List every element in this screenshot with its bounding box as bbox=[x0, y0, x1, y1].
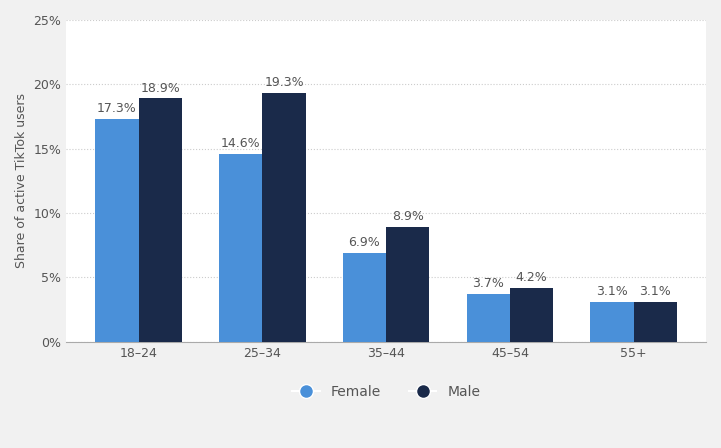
Y-axis label: Share of active TikTok users: Share of active TikTok users bbox=[15, 93, 28, 268]
Bar bbox=[510, 288, 553, 342]
Text: 8.9%: 8.9% bbox=[392, 210, 424, 223]
Text: 17.3%: 17.3% bbox=[97, 102, 137, 115]
Bar bbox=[590, 302, 634, 342]
Text: 18.9%: 18.9% bbox=[141, 82, 180, 95]
Text: 19.3%: 19.3% bbox=[265, 77, 304, 90]
Text: 14.6%: 14.6% bbox=[221, 137, 260, 150]
Bar bbox=[138, 99, 182, 342]
Text: 3.1%: 3.1% bbox=[596, 285, 628, 298]
Text: 3.7%: 3.7% bbox=[472, 277, 504, 290]
Bar bbox=[343, 253, 386, 342]
Bar bbox=[262, 93, 306, 342]
Bar bbox=[634, 302, 677, 342]
Bar bbox=[466, 294, 510, 342]
Text: 6.9%: 6.9% bbox=[349, 236, 381, 249]
Text: 3.1%: 3.1% bbox=[640, 285, 671, 298]
Text: 4.2%: 4.2% bbox=[516, 271, 547, 284]
Legend: Female, Male: Female, Male bbox=[285, 378, 487, 405]
Bar bbox=[95, 119, 138, 342]
Bar bbox=[386, 227, 430, 342]
Bar bbox=[219, 154, 262, 342]
